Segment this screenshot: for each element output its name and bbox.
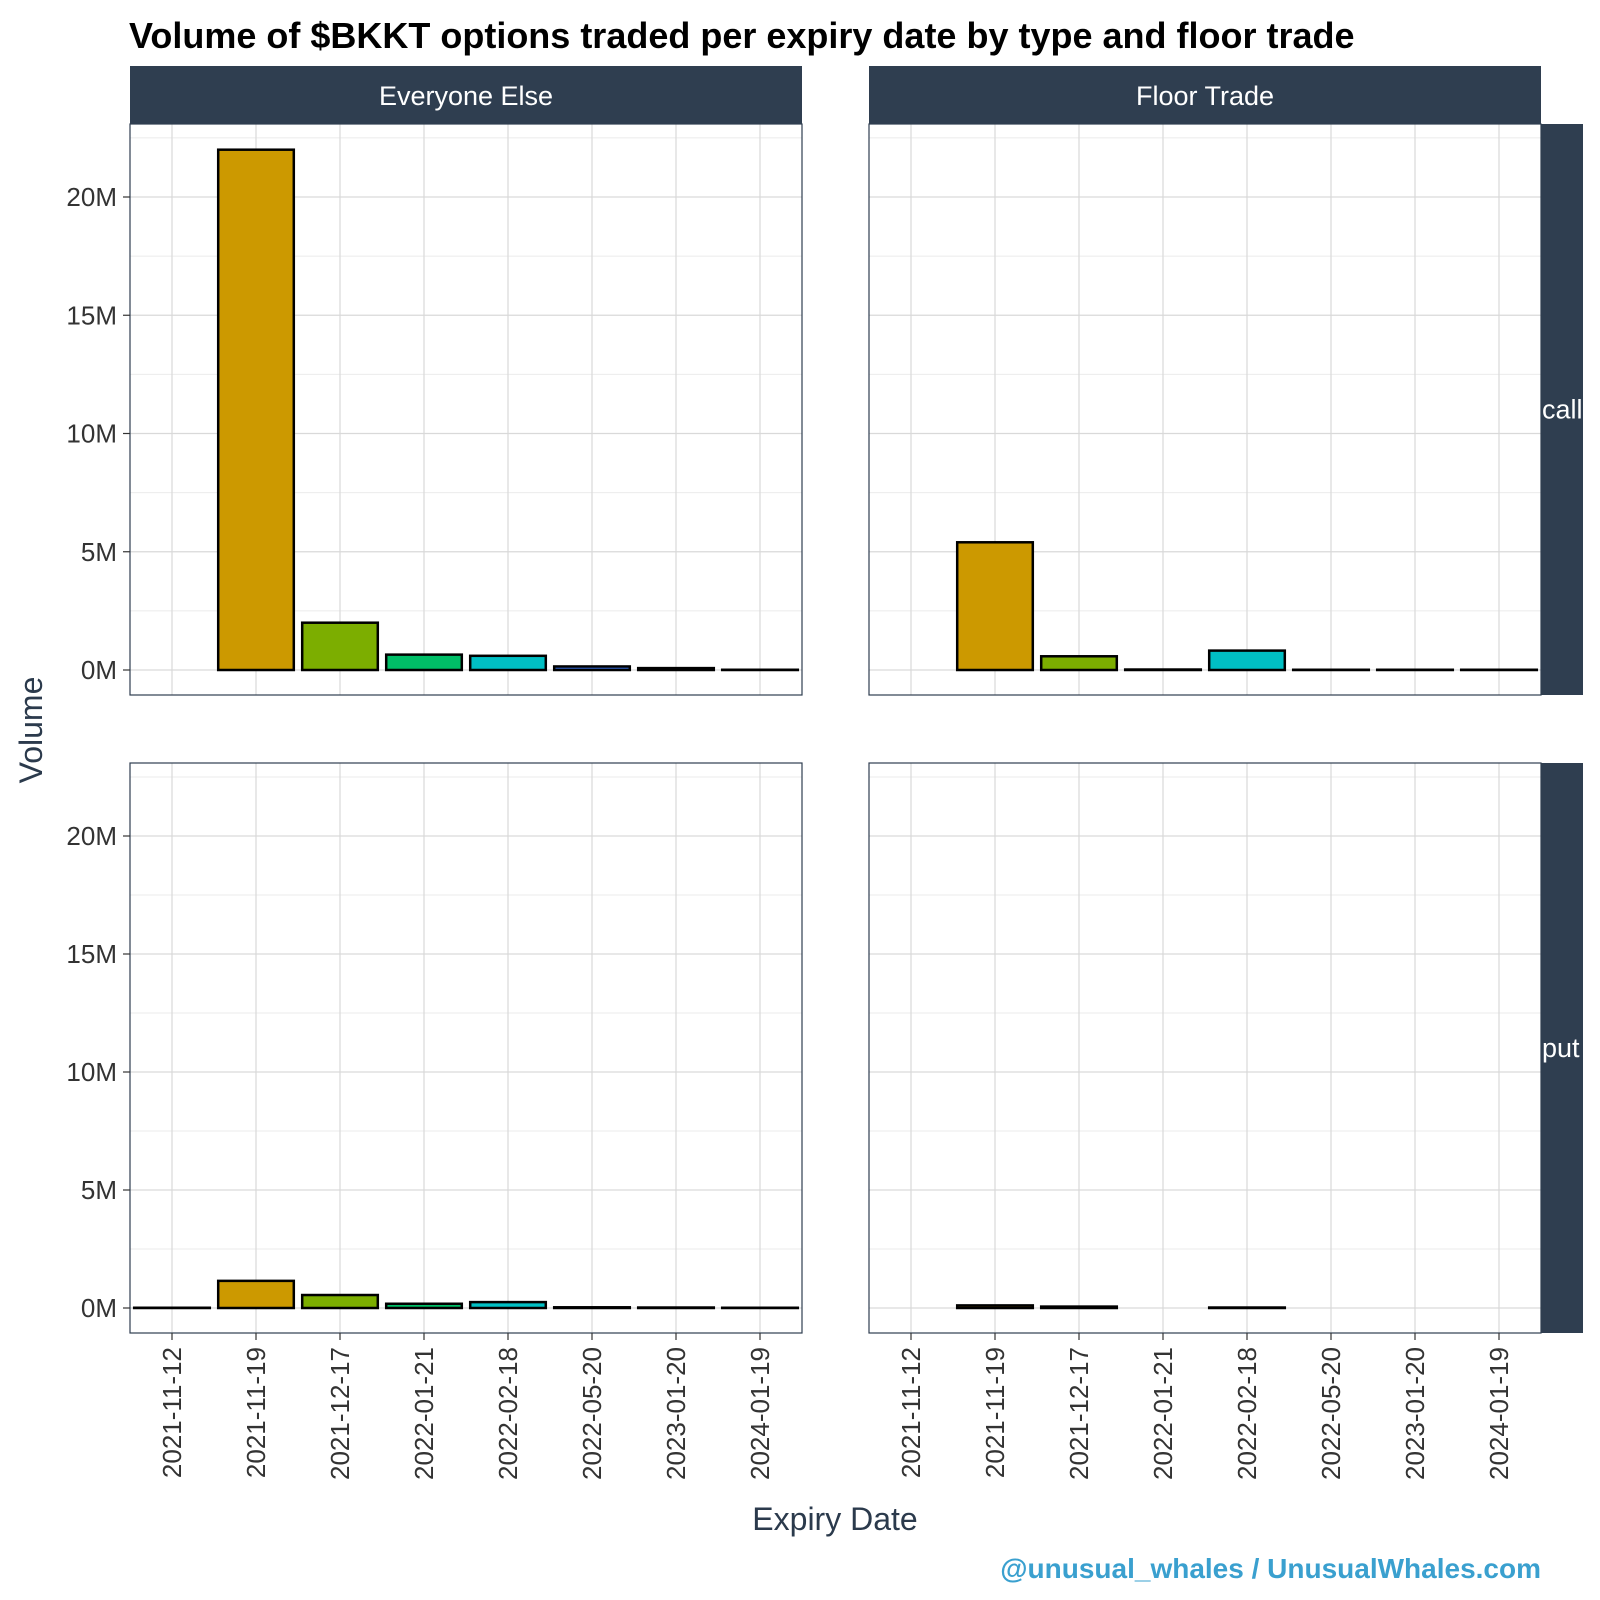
x-tick-label: 2021-11-19 [980, 1347, 1010, 1478]
strip-call: call [1541, 124, 1583, 695]
bar-floor-trade-call-2021-11-19 [955, 541, 1035, 672]
y-tick-label: 15M [66, 300, 117, 330]
bar-everyone-else-call-2021-11-19 [216, 148, 296, 672]
axes-layer: 0M 5M 10M 15M 20M 0M 5M 10M 15M 20M 2021-11-12 2021… [66, 182, 1514, 1480]
bar-everyone-else-put-2022-02-18 [468, 1300, 548, 1310]
bar-everyone-else-call-2023-01-20 [636, 666, 716, 672]
x-tick-label: 2021-11-12 [896, 1347, 926, 1478]
strip-label-floor-trade: Floor Trade [1136, 81, 1274, 111]
x-tick-label: 2024-01-19 [1484, 1347, 1514, 1480]
bars-everyone-else-put [132, 1279, 800, 1310]
bar-everyone-else-call-2022-01-21 [384, 653, 464, 672]
strip-floor-trade: Floor Trade [869, 66, 1541, 124]
panel-floor-trade-put [869, 763, 1541, 1333]
y-tick-label: 10M [66, 419, 117, 449]
bar-everyone-else-put-2022-05-20 [552, 1306, 632, 1310]
strip-background [1541, 124, 1583, 695]
x-tick-label: 2022-01-21 [409, 1347, 439, 1480]
panel-background [869, 763, 1541, 1333]
bar-everyone-else-put-2022-01-21 [384, 1302, 464, 1310]
y-tick-label: 0M [81, 1293, 117, 1323]
strip-everyone-else: Everyone Else [130, 66, 802, 124]
x-tick-label: 2024-01-19 [745, 1347, 775, 1480]
y-tick-label: 20M [66, 182, 117, 212]
x-tick-label: 2022-05-20 [577, 1347, 607, 1480]
panel-border [129, 762, 803, 1334]
x-tick-label: 2021-11-19 [241, 1347, 271, 1478]
chart-title: Volume of $BKKT options traded per expir… [129, 15, 1355, 56]
bars-floor-trade-put [955, 1304, 1287, 1310]
x-tick-label: 2023-01-20 [1400, 1347, 1430, 1480]
strip-label-call: call [1542, 395, 1583, 425]
bar-floor-trade-call-2021-12-17 [1039, 655, 1119, 672]
bar-everyone-else-put-2021-12-17 [300, 1293, 380, 1310]
x-tick-label: 2021-12-17 [1064, 1347, 1094, 1480]
x-tick-label: 2022-01-21 [1148, 1347, 1178, 1480]
credit-text: @unusual_whales / UnusualWhales.com [1000, 1553, 1541, 1584]
panel-background [130, 763, 802, 1333]
bar-everyone-else-put-2021-11-19 [216, 1279, 296, 1310]
x-tick-label: 2022-02-18 [1232, 1347, 1262, 1480]
bar-everyone-else-call-2022-02-18 [468, 654, 548, 672]
strip-background [869, 66, 1541, 124]
y-tick-label: 0M [81, 655, 117, 685]
y-tick-label: 20M [66, 821, 117, 851]
bar-floor-trade-put-2021-11-19 [955, 1304, 1035, 1310]
strip-background [1541, 763, 1583, 1333]
y-tick-label: 5M [81, 537, 117, 567]
x-tick-label: 2021-12-17 [325, 1347, 355, 1480]
x-tick-label: 2021-11-12 [157, 1347, 187, 1478]
y-tick-label: 15M [66, 939, 117, 969]
bars-everyone-else-call [216, 148, 800, 672]
bars-floor-trade-call [955, 541, 1539, 672]
panel-everyone-else-put [130, 763, 802, 1333]
strip-background [130, 66, 802, 124]
x-tick-label: 2023-01-20 [661, 1347, 691, 1480]
y-tick-label: 5M [81, 1175, 117, 1205]
bar-everyone-else-call-2021-12-17 [300, 621, 380, 672]
x-tick-label: 2022-02-18 [493, 1347, 523, 1480]
strips-layer: Everyone Else Floor Trade call put [130, 66, 1583, 1333]
bar-floor-trade-put-2021-12-17 [1039, 1305, 1119, 1310]
bar-everyone-else-call-2022-05-20 [552, 665, 632, 672]
x-tick-label: 2022-05-20 [1316, 1347, 1346, 1480]
bar-floor-trade-call-2022-02-18 [1207, 649, 1287, 672]
y-axis-title: Volume [13, 677, 49, 784]
strip-put: put [1541, 763, 1583, 1333]
y-tick-label: 10M [66, 1057, 117, 1087]
x-axis-title: Expiry Date [752, 1501, 917, 1537]
strip-label-put: put [1542, 1033, 1580, 1063]
strip-label-everyone-else: Everyone Else [379, 81, 553, 111]
panels-layer [129, 123, 1542, 1334]
